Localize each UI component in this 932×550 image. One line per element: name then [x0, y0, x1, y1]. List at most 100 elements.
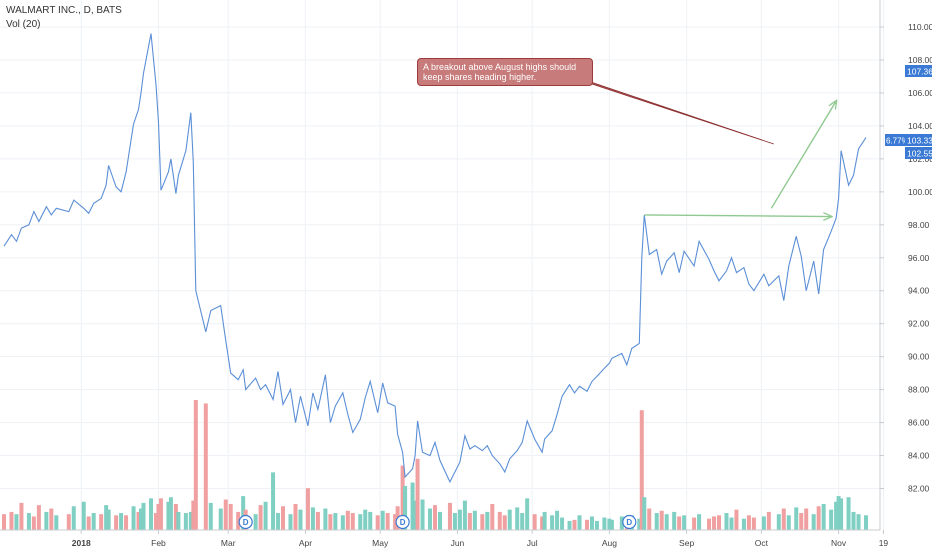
volume-bar [403, 485, 408, 530]
dividend-marker[interactable] [395, 514, 410, 530]
volume-bar [400, 465, 405, 530]
volume-bar [276, 513, 281, 530]
volume-bar [141, 502, 146, 530]
y-tick-label: 86.00 [908, 418, 930, 428]
volume-bar [804, 508, 809, 530]
volume-bar [31, 516, 36, 530]
volume-bar [594, 520, 599, 530]
volume-bar [340, 515, 345, 530]
volume-bar [472, 510, 477, 530]
volume-bar [363, 509, 368, 530]
badge-price-last-bg [905, 134, 932, 146]
volume-bar [642, 497, 647, 530]
volume-bar [452, 513, 457, 530]
volume-bar [281, 506, 286, 530]
y-tick-label: 94.00 [908, 286, 930, 296]
volume-bar [637, 518, 642, 530]
badge-price-upper-bg [905, 65, 932, 77]
volume-bar [692, 517, 697, 530]
volume-bar [447, 502, 452, 530]
x-tick-label: May [372, 538, 389, 548]
volume-bar [572, 519, 577, 530]
y-axis: 82.00 84.00 86.00 88.00 90.00 92.00 94.00 96.00… [879, 0, 932, 530]
volume-bar [794, 507, 799, 530]
volume-bar [208, 502, 213, 530]
volume-bar [502, 515, 507, 530]
y-tick-label: 106.00 [908, 88, 932, 98]
volume-bar [829, 509, 834, 530]
volume-bar [104, 505, 109, 530]
volume-bar [183, 513, 188, 530]
volume-bar [14, 514, 19, 530]
badge-pct-change: 6.77% [886, 137, 909, 146]
volume-bar [49, 508, 54, 530]
y-tick-label: 90.00 [908, 352, 930, 362]
volume-bar [560, 517, 565, 530]
volume-bar [647, 508, 652, 530]
volume-bar [550, 515, 555, 530]
volume-bar [490, 504, 495, 530]
y-tick-label: 82.00 [908, 484, 930, 494]
volume-bar [385, 513, 390, 530]
volume-bar [173, 504, 178, 530]
volume-bar [584, 519, 589, 530]
x-tick-label: Apr [299, 538, 312, 548]
volume-bar [148, 498, 153, 530]
volume-bar [682, 515, 687, 530]
trend-arrow-august-high-breakout[interactable] [644, 215, 831, 217]
volume-bar [515, 507, 520, 530]
badge-pct-bg [885, 134, 905, 146]
volume-bar [856, 514, 861, 530]
x-tick-label: Jun [451, 538, 465, 548]
volume-bar [776, 514, 781, 530]
volume-bar [540, 516, 545, 530]
trend-arrow-projection[interactable] [770, 101, 836, 209]
volume-bar [589, 516, 594, 530]
volume-bar [333, 513, 338, 530]
volume-bar [607, 518, 612, 530]
volume-bar [577, 515, 582, 530]
volume-bar [507, 509, 512, 530]
volume-bar [467, 513, 472, 530]
volume-bar [124, 515, 129, 530]
volume-bar [428, 508, 433, 530]
volume-bar [393, 514, 398, 530]
dividend-marker-label: D [243, 518, 249, 527]
volume-bar [328, 514, 333, 530]
dividend-marker-label: D [626, 518, 632, 527]
volume-bar [44, 511, 49, 530]
volume-bar [851, 511, 856, 530]
volume-bar [741, 518, 746, 530]
volume-bar [158, 498, 163, 530]
dividend-marker[interactable] [622, 514, 637, 530]
annotation-callout[interactable]: A breakout above August highs should kee… [417, 58, 593, 86]
volume-bar [36, 505, 41, 530]
volume-bar [54, 515, 59, 530]
volume-bar [166, 501, 171, 530]
volume-bar [816, 506, 821, 530]
volume-bar [91, 513, 96, 530]
x-axis: 2018 Feb Mar Apr May Jun Jul Aug Sep Oct Nov 19 [0, 529, 888, 548]
volume-bar [71, 506, 76, 530]
volume-bar [707, 518, 712, 530]
volume-bar [415, 458, 420, 530]
volume-bar [350, 513, 355, 530]
y-tick-label: 100.00 [908, 187, 932, 197]
volume-bar [786, 515, 791, 530]
volume-bar [203, 403, 208, 530]
volume-bar [106, 509, 111, 530]
volume-bar [836, 496, 841, 530]
y-tick-label: 108.00 [908, 55, 932, 65]
volume-bar [520, 513, 525, 530]
volume-bar [413, 500, 418, 530]
symbol-title: WALMART INC., D, BATS [6, 5, 122, 16]
x-tick-label: 2018 [72, 538, 91, 548]
y-tick-label: 98.00 [908, 220, 930, 230]
dividend-marker[interactable] [238, 514, 253, 530]
volume-bar [457, 509, 462, 530]
badge-price-lower: 102.55 [907, 149, 932, 159]
volume-bar [253, 514, 258, 530]
x-tick-label: Nov [831, 538, 847, 548]
volume-bar [345, 510, 350, 530]
